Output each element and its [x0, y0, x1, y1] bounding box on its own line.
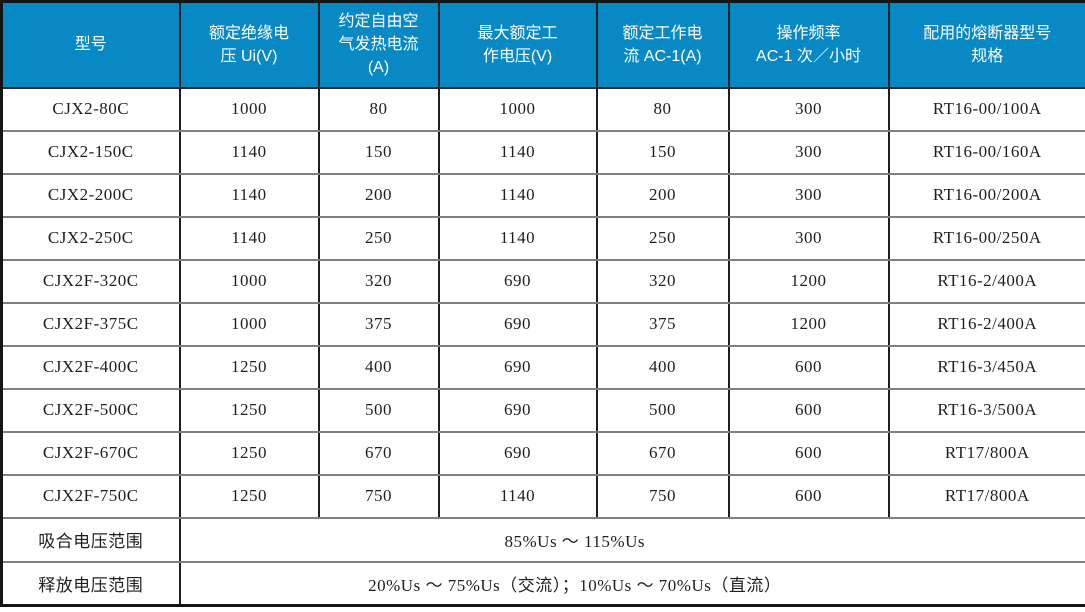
- cell-thermal-current: 750: [317, 473, 440, 519]
- cell-model: CJX2F-320C: [0, 258, 181, 304]
- cell-fuse-spec: RT16-2/400A: [887, 301, 1085, 347]
- table-row: CJX2F-750C 1250 750 1140 750 600 RT17/80…: [0, 473, 1085, 519]
- cell-thermal-current: 200: [317, 172, 440, 218]
- cell-thermal-current: 500: [317, 387, 440, 433]
- col-header-fuse-spec: 配用的熔断器型号 规格: [887, 0, 1085, 89]
- cell-working-current: 250: [595, 215, 730, 261]
- cell-thermal-current: 400: [317, 344, 440, 390]
- cell-insulation-voltage: 1000: [178, 86, 320, 132]
- cell-fuse-spec: RT16-00/250A: [887, 215, 1085, 261]
- cell-thermal-current: 670: [317, 430, 440, 476]
- table-row: CJX2F-375C 1000 375 690 375 1200 RT16-2/…: [0, 301, 1085, 347]
- cell-operation-frequency: 1200: [727, 258, 890, 304]
- col-header-working-current: 额定工作电 流 AC-1(A): [595, 0, 730, 89]
- cell-fuse-spec: RT17/800A: [887, 473, 1085, 519]
- table-body: CJX2-80C 1000 80 1000 80 300 RT16-00/100…: [0, 86, 1085, 607]
- cell-working-current: 670: [595, 430, 730, 476]
- table-row: CJX2F-670C 1250 670 690 670 600 RT17/800…: [0, 430, 1085, 476]
- cell-working-current: 400: [595, 344, 730, 390]
- cell-operation-frequency: 300: [727, 172, 890, 218]
- cell-insulation-voltage: 1250: [178, 387, 320, 433]
- cell-max-working-voltage: 1140: [437, 473, 598, 519]
- cell-operation-frequency: 300: [727, 129, 890, 175]
- cell-model: CJX2F-500C: [0, 387, 181, 433]
- cell-working-current: 500: [595, 387, 730, 433]
- cell-fuse-spec: RT16-00/100A: [887, 86, 1085, 132]
- cell-operation-frequency: 300: [727, 86, 890, 132]
- release-voltage-range-row: 释放电压范围 20%Us ～ 75%Us（交流）；10%Us ～ 70%Us（直…: [0, 560, 1085, 607]
- cell-operation-frequency: 600: [727, 387, 890, 433]
- cell-max-working-voltage: 1140: [437, 129, 598, 175]
- cell-max-working-voltage: 690: [437, 344, 598, 390]
- cell-working-current: 200: [595, 172, 730, 218]
- cell-working-current: 750: [595, 473, 730, 519]
- cell-insulation-voltage: 1250: [178, 344, 320, 390]
- cell-model: CJX2-250C: [0, 215, 181, 261]
- cell-thermal-current: 320: [317, 258, 440, 304]
- cell-max-working-voltage: 690: [437, 258, 598, 304]
- cell-fuse-spec: RT16-3/500A: [887, 387, 1085, 433]
- cell-operation-frequency: 1200: [727, 301, 890, 347]
- cell-working-current: 320: [595, 258, 730, 304]
- cell-operation-frequency: 300: [727, 215, 890, 261]
- cell-fuse-spec: RT16-00/200A: [887, 172, 1085, 218]
- cell-insulation-voltage: 1140: [178, 129, 320, 175]
- table-row: CJX2F-500C 1250 500 690 500 600 RT16-3/5…: [0, 387, 1085, 433]
- cell-model: CJX2-80C: [0, 86, 181, 132]
- col-header-model: 型号: [0, 0, 181, 89]
- cell-insulation-voltage: 1000: [178, 301, 320, 347]
- cell-thermal-current: 250: [317, 215, 440, 261]
- cell-operation-frequency: 600: [727, 344, 890, 390]
- cell-working-current: 150: [595, 129, 730, 175]
- pickup-voltage-range-label: 吸合电压范围: [0, 516, 181, 563]
- pickup-voltage-range-value: 85%Us ～ 115%Us: [178, 516, 1085, 563]
- cell-operation-frequency: 600: [727, 473, 890, 519]
- header-row: 型号 额定绝缘电 压 Ui(V) 约定自由空 气发热电流 (A) 最大额定工 作…: [0, 0, 1085, 89]
- cell-working-current: 375: [595, 301, 730, 347]
- cell-insulation-voltage: 1000: [178, 258, 320, 304]
- cell-insulation-voltage: 1140: [178, 172, 320, 218]
- cell-thermal-current: 375: [317, 301, 440, 347]
- col-header-thermal-current: 约定自由空 气发热电流 (A): [317, 0, 440, 89]
- cell-insulation-voltage: 1140: [178, 215, 320, 261]
- cell-insulation-voltage: 1250: [178, 473, 320, 519]
- cell-fuse-spec: RT16-2/400A: [887, 258, 1085, 304]
- col-header-max-working-voltage: 最大额定工 作电压(V): [437, 0, 598, 89]
- cell-model: CJX2-150C: [0, 129, 181, 175]
- table-row: CJX2-80C 1000 80 1000 80 300 RT16-00/100…: [0, 86, 1085, 132]
- cell-model: CJX2F-400C: [0, 344, 181, 390]
- cell-max-working-voltage: 1000: [437, 86, 598, 132]
- cell-insulation-voltage: 1250: [178, 430, 320, 476]
- col-header-operation-frequency: 操作频率 AC-1 次／小时: [727, 0, 890, 89]
- cell-max-working-voltage: 690: [437, 430, 598, 476]
- cell-model: CJX2F-750C: [0, 473, 181, 519]
- cell-max-working-voltage: 1140: [437, 215, 598, 261]
- col-header-insulation-voltage: 额定绝缘电 压 Ui(V): [178, 0, 320, 89]
- pickup-voltage-range-row: 吸合电压范围 85%Us ～ 115%Us: [0, 516, 1085, 563]
- cell-fuse-spec: RT16-3/450A: [887, 344, 1085, 390]
- table-row: CJX2-200C 1140 200 1140 200 300 RT16-00/…: [0, 172, 1085, 218]
- release-voltage-range-value: 20%Us ～ 75%Us（交流）；10%Us ～ 70%Us（直流）: [178, 560, 1085, 607]
- cell-model: CJX2F-375C: [0, 301, 181, 347]
- release-voltage-range-label: 释放电压范围: [0, 560, 181, 607]
- cell-working-current: 80: [595, 86, 730, 132]
- table-row: CJX2F-400C 1250 400 690 400 600 RT16-3/4…: [0, 344, 1085, 390]
- cell-max-working-voltage: 690: [437, 301, 598, 347]
- cell-model: CJX2F-670C: [0, 430, 181, 476]
- table-row: CJX2F-320C 1000 320 690 320 1200 RT16-2/…: [0, 258, 1085, 304]
- cell-model: CJX2-200C: [0, 172, 181, 218]
- cell-fuse-spec: RT17/800A: [887, 430, 1085, 476]
- cell-thermal-current: 80: [317, 86, 440, 132]
- cell-fuse-spec: RT16-00/160A: [887, 129, 1085, 175]
- cell-thermal-current: 150: [317, 129, 440, 175]
- cell-operation-frequency: 600: [727, 430, 890, 476]
- cell-max-working-voltage: 1140: [437, 172, 598, 218]
- cell-max-working-voltage: 690: [437, 387, 598, 433]
- table-header: 型号 额定绝缘电 压 Ui(V) 约定自由空 气发热电流 (A) 最大额定工 作…: [0, 0, 1085, 89]
- table-row: CJX2-250C 1140 250 1140 250 300 RT16-00/…: [0, 215, 1085, 261]
- table-row: CJX2-150C 1140 150 1140 150 300 RT16-00/…: [0, 129, 1085, 175]
